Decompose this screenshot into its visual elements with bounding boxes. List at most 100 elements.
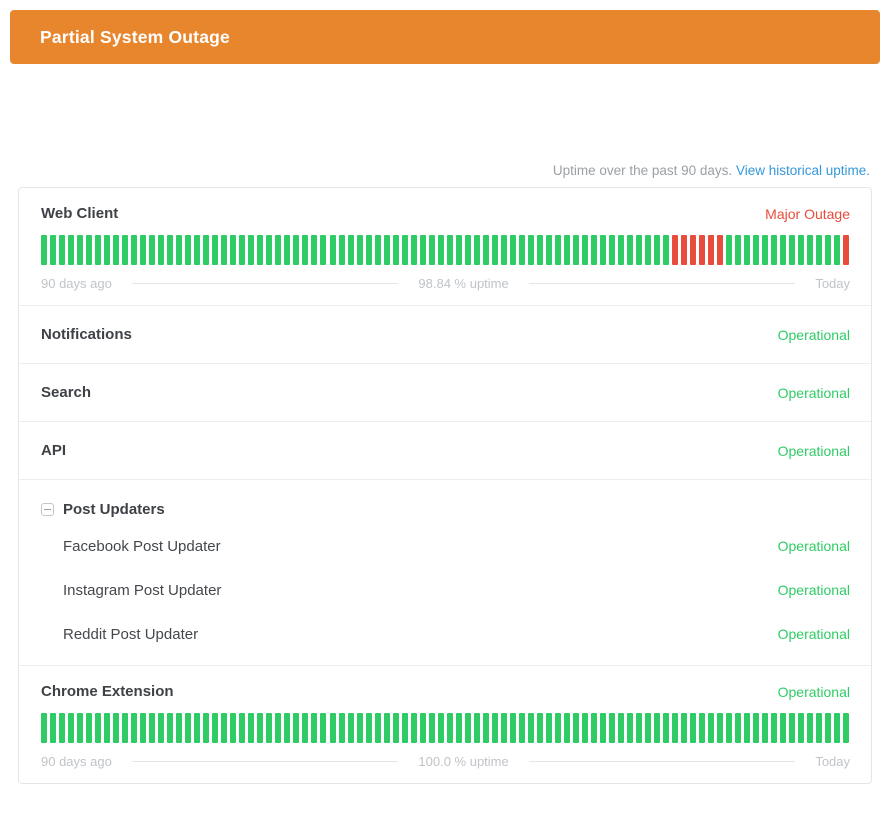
uptime-day-bar[interactable] [122, 235, 128, 265]
uptime-day-bar[interactable] [239, 235, 245, 265]
uptime-day-bar[interactable] [483, 713, 489, 743]
uptime-day-bar[interactable] [528, 713, 534, 743]
uptime-day-bar[interactable] [149, 713, 155, 743]
uptime-day-bar[interactable] [384, 235, 390, 265]
uptime-day-bar[interactable] [339, 713, 345, 743]
uptime-day-bar[interactable] [357, 713, 363, 743]
uptime-day-bar[interactable] [320, 713, 326, 743]
uptime-day-bar[interactable] [95, 713, 101, 743]
uptime-day-bar[interactable] [77, 235, 83, 265]
uptime-day-bar[interactable] [537, 713, 543, 743]
uptime-day-bar[interactable] [744, 713, 750, 743]
collapse-icon[interactable] [41, 503, 54, 516]
uptime-day-bar[interactable] [753, 235, 759, 265]
uptime-chart-web-client[interactable] [41, 235, 850, 265]
uptime-day-bar[interactable] [411, 713, 417, 743]
uptime-day-bar[interactable] [140, 713, 146, 743]
uptime-day-bar[interactable] [384, 713, 390, 743]
uptime-day-bar[interactable] [483, 235, 489, 265]
uptime-day-bar[interactable] [158, 713, 164, 743]
uptime-day-bar[interactable] [149, 235, 155, 265]
uptime-day-bar[interactable] [212, 713, 218, 743]
uptime-day-bar[interactable] [600, 235, 606, 265]
uptime-day-bar[interactable] [420, 235, 426, 265]
uptime-day-bar[interactable] [591, 713, 597, 743]
uptime-day-bar[interactable] [185, 235, 191, 265]
uptime-day-bar[interactable] [239, 713, 245, 743]
uptime-day-bar[interactable] [510, 235, 516, 265]
uptime-day-bar[interactable] [690, 713, 696, 743]
uptime-day-bar[interactable] [474, 713, 480, 743]
uptime-chart-chrome-extension[interactable] [41, 713, 850, 743]
uptime-day-bar[interactable] [131, 235, 137, 265]
uptime-day-bar[interactable] [311, 713, 317, 743]
uptime-day-bar[interactable] [140, 235, 146, 265]
uptime-day-bar[interactable] [167, 713, 173, 743]
uptime-day-bar[interactable] [681, 235, 687, 265]
uptime-day-bar[interactable] [816, 713, 822, 743]
uptime-day-bar[interactable] [221, 235, 227, 265]
uptime-day-bar[interactable] [339, 235, 345, 265]
uptime-day-bar[interactable] [50, 235, 56, 265]
uptime-day-bar[interactable] [41, 235, 47, 265]
uptime-day-bar[interactable] [212, 235, 218, 265]
uptime-day-bar[interactable] [582, 713, 588, 743]
uptime-day-bar[interactable] [609, 235, 615, 265]
uptime-day-bar[interactable] [104, 713, 110, 743]
uptime-day-bar[interactable] [50, 713, 56, 743]
uptime-day-bar[interactable] [104, 235, 110, 265]
uptime-day-bar[interactable] [266, 235, 272, 265]
uptime-day-bar[interactable] [501, 713, 507, 743]
uptime-day-bar[interactable] [131, 713, 137, 743]
uptime-day-bar[interactable] [744, 235, 750, 265]
uptime-day-bar[interactable] [293, 713, 299, 743]
uptime-day-bar[interactable] [438, 235, 444, 265]
uptime-day-bar[interactable] [113, 713, 119, 743]
uptime-day-bar[interactable] [357, 235, 363, 265]
uptime-day-bar[interactable] [573, 713, 579, 743]
uptime-day-bar[interactable] [284, 713, 290, 743]
uptime-day-bar[interactable] [681, 713, 687, 743]
uptime-day-bar[interactable] [537, 235, 543, 265]
uptime-day-bar[interactable] [591, 235, 597, 265]
uptime-day-bar[interactable] [690, 235, 696, 265]
uptime-day-bar[interactable] [654, 713, 660, 743]
uptime-day-bar[interactable] [519, 235, 525, 265]
uptime-day-bar[interactable] [221, 713, 227, 743]
uptime-day-bar[interactable] [672, 713, 678, 743]
uptime-day-bar[interactable] [293, 235, 299, 265]
uptime-day-bar[interactable] [834, 713, 840, 743]
uptime-day-bar[interactable] [636, 713, 642, 743]
uptime-day-bar[interactable] [375, 713, 381, 743]
uptime-day-bar[interactable] [176, 713, 182, 743]
uptime-day-bar[interactable] [762, 235, 768, 265]
uptime-day-bar[interactable] [348, 713, 354, 743]
uptime-day-bar[interactable] [798, 235, 804, 265]
uptime-day-bar[interactable] [59, 235, 65, 265]
uptime-day-bar[interactable] [456, 235, 462, 265]
uptime-day-bar[interactable] [825, 713, 831, 743]
uptime-day-bar[interactable] [266, 713, 272, 743]
uptime-day-bar[interactable] [726, 713, 732, 743]
uptime-day-bar[interactable] [843, 235, 849, 265]
uptime-day-bar[interactable] [158, 235, 164, 265]
uptime-day-bar[interactable] [492, 713, 498, 743]
uptime-day-bar[interactable] [194, 713, 200, 743]
uptime-day-bar[interactable] [609, 713, 615, 743]
uptime-day-bar[interactable] [41, 713, 47, 743]
uptime-day-bar[interactable] [627, 235, 633, 265]
uptime-day-bar[interactable] [519, 713, 525, 743]
uptime-day-bar[interactable] [402, 713, 408, 743]
uptime-day-bar[interactable] [492, 235, 498, 265]
uptime-day-bar[interactable] [284, 235, 290, 265]
uptime-day-bar[interactable] [393, 235, 399, 265]
uptime-day-bar[interactable] [555, 235, 561, 265]
uptime-day-bar[interactable] [257, 235, 263, 265]
uptime-day-bar[interactable] [699, 235, 705, 265]
uptime-day-bar[interactable] [68, 713, 74, 743]
uptime-day-bar[interactable] [348, 235, 354, 265]
uptime-day-bar[interactable] [663, 713, 669, 743]
uptime-day-bar[interactable] [302, 713, 308, 743]
uptime-day-bar[interactable] [429, 713, 435, 743]
uptime-day-bar[interactable] [672, 235, 678, 265]
